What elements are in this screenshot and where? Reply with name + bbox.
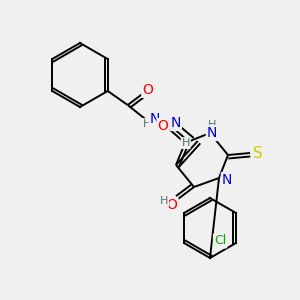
Text: H: H: [208, 120, 216, 130]
Text: N: N: [207, 126, 217, 140]
Text: Cl: Cl: [214, 235, 226, 248]
Text: N: N: [222, 173, 232, 187]
Text: H: H: [142, 119, 151, 129]
Text: O: O: [158, 119, 168, 133]
Text: O: O: [142, 83, 153, 97]
Text: O: O: [167, 198, 177, 212]
Text: N: N: [149, 112, 160, 126]
Text: S: S: [253, 146, 263, 160]
Text: H: H: [182, 138, 190, 148]
Text: H: H: [160, 196, 168, 206]
Text: N: N: [170, 116, 181, 130]
